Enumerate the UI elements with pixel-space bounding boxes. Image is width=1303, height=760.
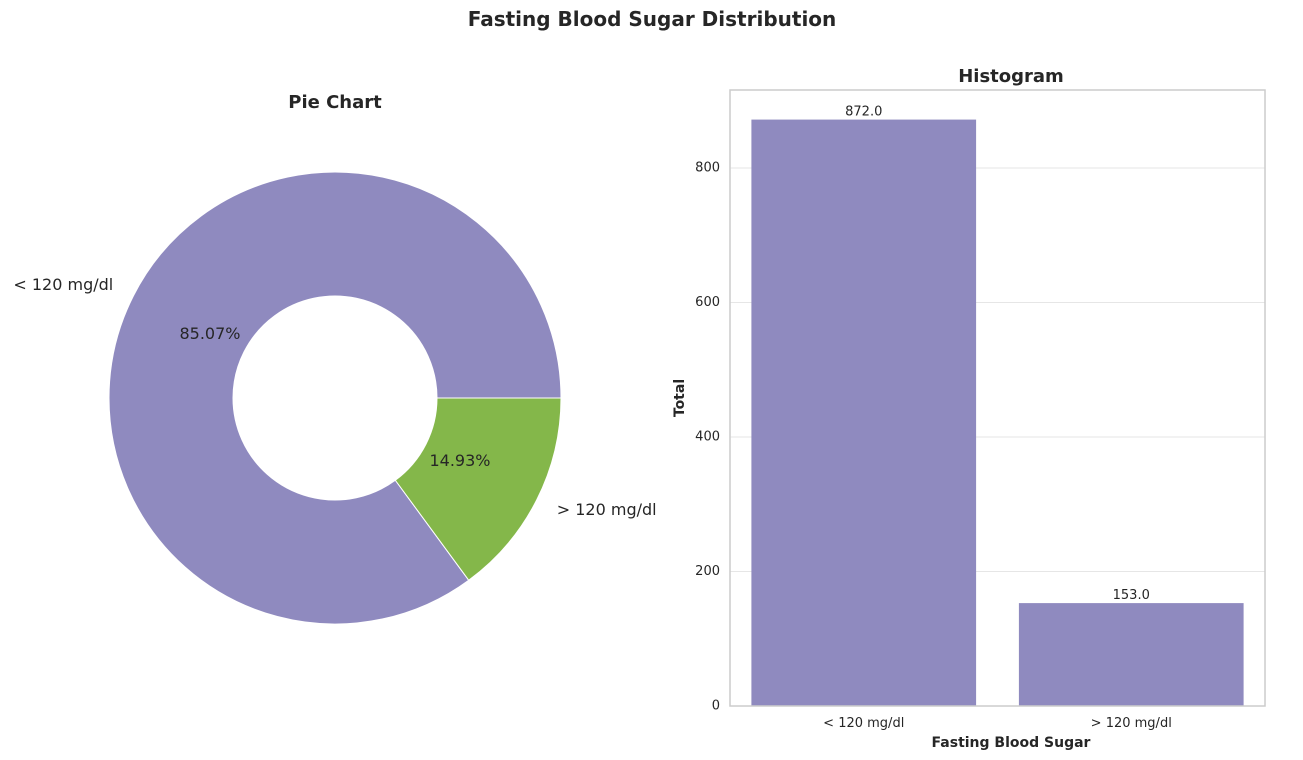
y-tick-label: 400	[695, 430, 720, 445]
y-tick-label: 0	[712, 699, 720, 714]
bar-title: Histogram	[958, 66, 1064, 87]
bar	[751, 119, 977, 706]
y-tick-label: 800	[695, 161, 720, 176]
bar-value-label: 872.0	[845, 105, 882, 120]
pie-panel: Pie Chart 85.07% < 120 mg/dl 14.93% > 120 m…	[13, 92, 657, 625]
pie-percent-label: 85.07%	[179, 324, 240, 343]
x-tick-label: > 120 mg/dl	[1091, 716, 1172, 731]
pie-slice	[108, 171, 562, 625]
y-tick-label: 200	[695, 564, 720, 579]
bar-ticks: 0 200 400 600 800 < 120 mg/dl > 120 mg/dl	[695, 161, 1172, 731]
plot-frame	[729, 89, 1266, 707]
bar-panel: Histogram 872.0 153.0 0 200 400 600 800 < 120 …	[672, 66, 1266, 751]
figure-title: Fasting Blood Sugar Distribution	[468, 7, 837, 31]
pie-category-label: > 120 mg/dl	[557, 500, 657, 519]
bar-value-label: 153.0	[1113, 588, 1150, 603]
x-axis-title: Fasting Blood Sugar	[932, 735, 1091, 751]
pie-slice	[394, 397, 562, 581]
y-tick-label: 600	[695, 295, 720, 310]
bar-series: 872.0 153.0	[751, 105, 1244, 706]
x-tick-label: < 120 mg/dl	[823, 716, 904, 731]
pie-slices	[108, 171, 562, 625]
pie-title: Pie Chart	[288, 92, 382, 113]
y-axis-title: Total	[672, 379, 688, 417]
bar	[1018, 603, 1244, 706]
pie-category-label: < 120 mg/dl	[13, 275, 113, 294]
pie-labels: 85.07% < 120 mg/dl 14.93% > 120 mg/dl	[13, 275, 656, 519]
pie-percent-label: 14.93%	[429, 451, 490, 470]
